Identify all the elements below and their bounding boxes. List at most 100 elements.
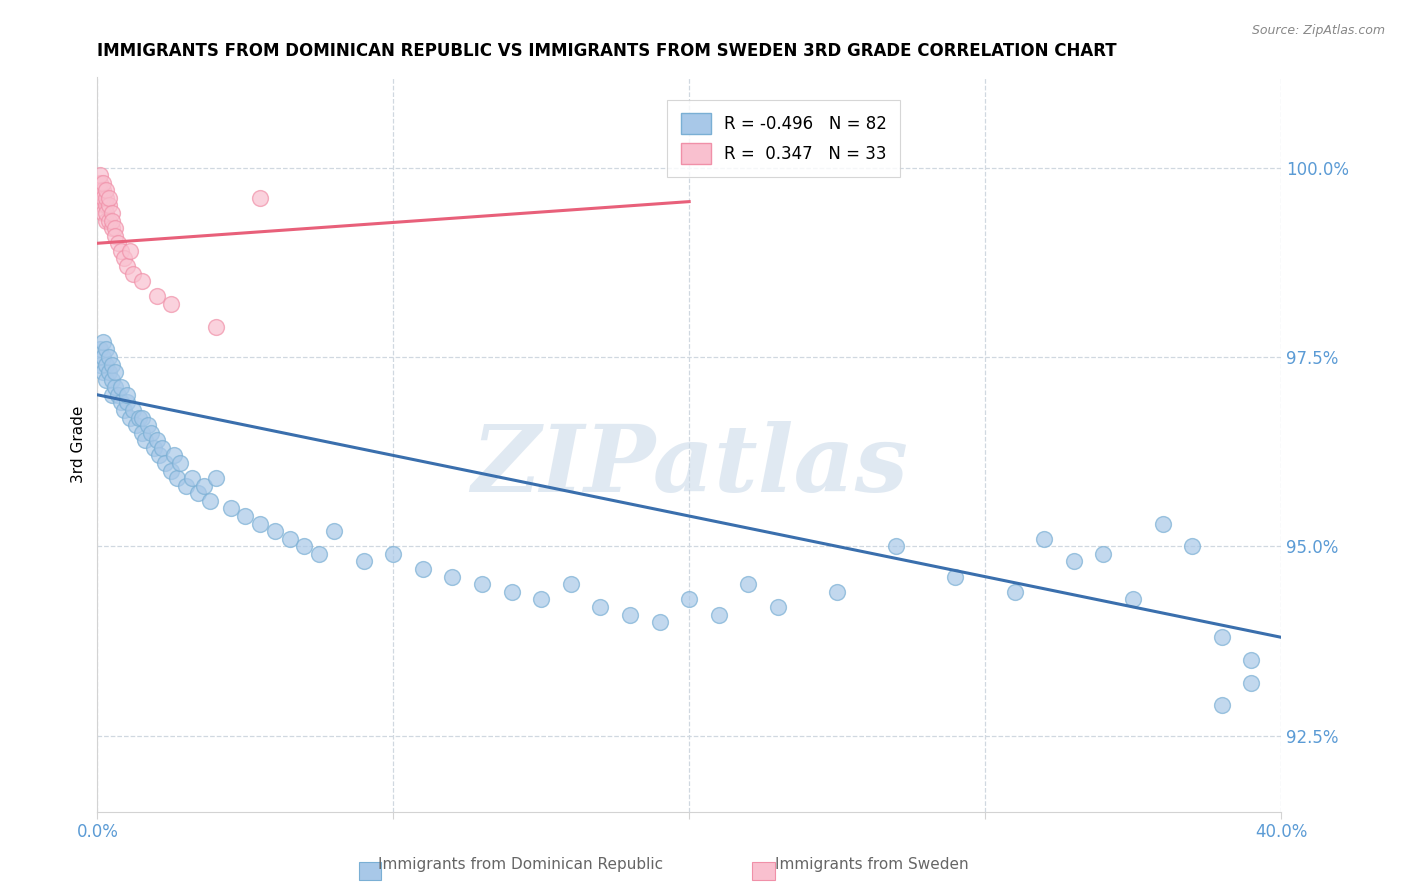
Point xyxy=(136,418,159,433)
Text: Immigrants from Dominican Republic: Immigrants from Dominican Republic xyxy=(378,857,662,872)
Point xyxy=(249,516,271,531)
Point xyxy=(118,244,141,258)
Point xyxy=(110,244,132,258)
Point xyxy=(737,577,759,591)
Point xyxy=(89,176,111,190)
Point xyxy=(98,191,121,205)
Point xyxy=(112,403,135,417)
Point xyxy=(121,403,143,417)
Point xyxy=(96,373,118,387)
Point xyxy=(115,388,138,402)
Point xyxy=(118,410,141,425)
Point xyxy=(945,569,967,583)
Point xyxy=(233,509,256,524)
Point xyxy=(91,198,114,212)
Point xyxy=(1211,630,1233,644)
Point xyxy=(560,577,582,591)
Point xyxy=(163,449,186,463)
Point xyxy=(308,547,330,561)
Point xyxy=(148,449,170,463)
Point xyxy=(89,343,111,357)
Point xyxy=(91,350,114,364)
Point xyxy=(145,289,167,303)
Point xyxy=(1033,532,1056,546)
Point xyxy=(91,365,114,379)
Point xyxy=(187,486,209,500)
Point xyxy=(530,592,553,607)
Text: ZIPatlas: ZIPatlas xyxy=(471,421,908,511)
Point xyxy=(264,524,287,538)
Point xyxy=(1181,539,1204,553)
Point xyxy=(1004,584,1026,599)
Point xyxy=(619,607,641,622)
Point xyxy=(110,380,132,394)
Point xyxy=(155,456,177,470)
Point xyxy=(678,592,700,607)
Point xyxy=(96,358,118,372)
Point xyxy=(91,183,114,197)
Point xyxy=(198,494,221,508)
Point xyxy=(169,456,191,470)
Point xyxy=(278,532,301,546)
Point xyxy=(89,191,111,205)
Point xyxy=(181,471,204,485)
Text: IMMIGRANTS FROM DOMINICAN REPUBLIC VS IMMIGRANTS FROM SWEDEN 3RD GRADE CORRELATI: IMMIGRANTS FROM DOMINICAN REPUBLIC VS IM… xyxy=(97,42,1116,60)
Point xyxy=(166,471,188,485)
Point xyxy=(96,183,118,197)
Point xyxy=(707,607,730,622)
Point xyxy=(204,471,226,485)
Point xyxy=(471,577,494,591)
Text: Immigrants from Sweden: Immigrants from Sweden xyxy=(775,857,969,872)
Point xyxy=(101,221,124,235)
Point xyxy=(501,584,523,599)
Point xyxy=(1240,653,1263,667)
Point xyxy=(142,441,165,455)
Point xyxy=(145,434,167,448)
Point xyxy=(766,599,789,614)
Point xyxy=(1122,592,1144,607)
Point xyxy=(131,425,153,440)
Point xyxy=(107,388,129,402)
Point xyxy=(112,252,135,266)
Point xyxy=(249,191,271,205)
Point xyxy=(139,425,162,440)
Point xyxy=(89,183,111,197)
Point xyxy=(98,213,121,227)
Point xyxy=(121,267,143,281)
Point xyxy=(382,547,405,561)
Point xyxy=(174,479,197,493)
Point xyxy=(101,373,124,387)
Point xyxy=(1092,547,1115,561)
Point xyxy=(219,501,242,516)
Point xyxy=(589,599,612,614)
Point xyxy=(884,539,907,553)
Point xyxy=(89,358,111,372)
Point xyxy=(160,464,183,478)
Point xyxy=(89,168,111,182)
Point xyxy=(294,539,316,553)
Point xyxy=(412,562,434,576)
Point xyxy=(441,569,464,583)
Point xyxy=(101,213,124,227)
Point xyxy=(110,395,132,409)
Point xyxy=(98,198,121,212)
Point xyxy=(96,206,118,220)
Point xyxy=(128,410,150,425)
Point xyxy=(104,365,127,379)
Point xyxy=(96,343,118,357)
Point xyxy=(101,358,124,372)
Point xyxy=(125,418,148,433)
Point xyxy=(115,259,138,273)
Point xyxy=(91,176,114,190)
Point xyxy=(193,479,215,493)
Point xyxy=(204,319,226,334)
Point xyxy=(101,206,124,220)
Point xyxy=(825,584,848,599)
Point xyxy=(98,365,121,379)
Point xyxy=(1211,698,1233,713)
Point xyxy=(353,554,375,568)
Point xyxy=(98,350,121,364)
Point xyxy=(131,410,153,425)
Y-axis label: 3rd Grade: 3rd Grade xyxy=(72,405,86,483)
Point xyxy=(152,441,174,455)
